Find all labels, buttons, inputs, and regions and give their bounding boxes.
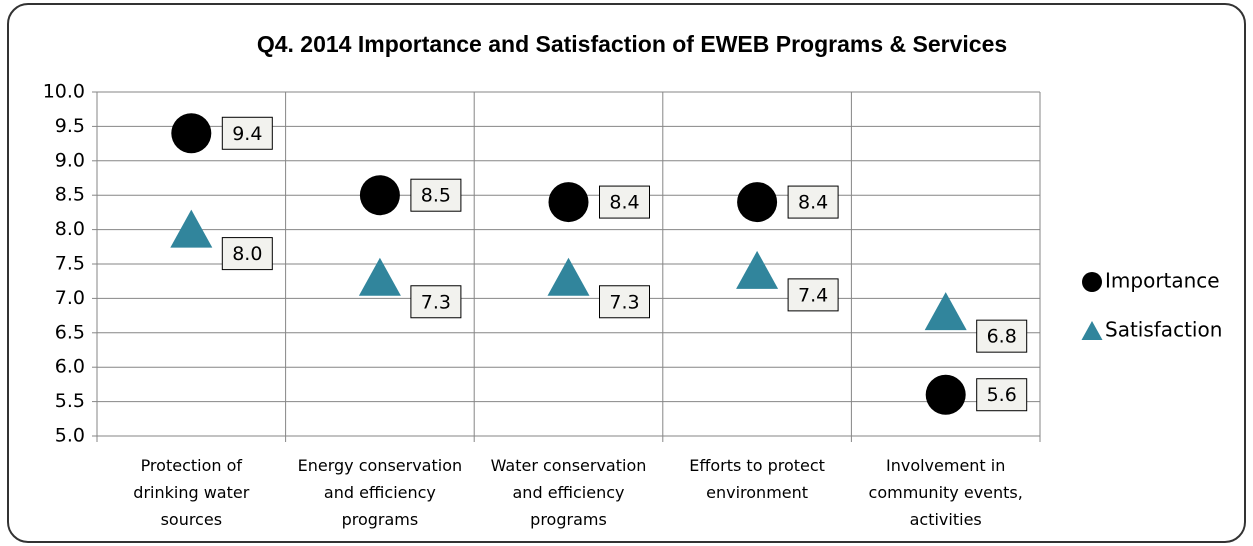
x-tick-label-line: drinking water (133, 483, 250, 502)
x-tick-label-line: and efficiency (323, 483, 436, 502)
point (358, 257, 401, 296)
x-tick-label: Water conservation and efficiency programs (474, 452, 664, 533)
point (736, 250, 779, 289)
data-label-box (976, 378, 1028, 412)
point (547, 257, 590, 296)
data-label: 9.4 (232, 123, 262, 145)
y-tick-label: 8.5 (55, 184, 85, 206)
y-tick-label: 9.0 (55, 149, 85, 171)
x-tick-label-line: community events, (868, 483, 1023, 502)
data-label: 7.4 (798, 284, 828, 306)
data-label-box (976, 319, 1028, 353)
x-tick-label: Protection of drinking water sources (96, 452, 286, 533)
y-tick-label: 5.5 (55, 390, 85, 412)
point (171, 113, 212, 154)
x-tick-label: Involvement in community events, activitie… (851, 452, 1041, 533)
point (737, 182, 778, 223)
y-tick-label: 7.5 (55, 253, 85, 275)
x-tick-label-line: programs (341, 510, 419, 529)
x-tick-label-line: Energy conservation (297, 456, 463, 475)
x-tick-label-line: Water conservation (490, 456, 647, 475)
chart-title: Q4. 2014 Importance and Satisfaction of … (257, 31, 1007, 57)
point (924, 292, 967, 331)
x-tick-label-line: Efforts to protect (689, 456, 825, 475)
x-tick-label-line: Involvement in (885, 456, 1006, 475)
data-label-box (787, 185, 839, 219)
data-label-box (599, 185, 650, 219)
data-label-box (410, 285, 462, 319)
point (925, 374, 966, 415)
x-tick-label: Efforts to protect environment (662, 452, 852, 506)
y-tick-label: 6.5 (55, 321, 85, 343)
y-tick-label: 7.0 (55, 287, 85, 309)
y-tick-label: 5.0 (55, 425, 85, 447)
y-tick-label: 9.5 (55, 115, 85, 137)
point (359, 175, 400, 216)
legend-label: Importance (1105, 269, 1220, 293)
data-label: 6.8 (987, 326, 1017, 348)
point (170, 209, 213, 248)
data-label: 8.5 (421, 185, 451, 207)
legend-label: Satisfaction (1105, 318, 1222, 342)
y-tick-label: 10.0 (43, 81, 85, 103)
x-tick-label-line: environment (706, 483, 809, 502)
y-tick-label: 6.0 (55, 356, 85, 378)
x-tick-label-line: activities (909, 510, 982, 529)
data-label: 8.4 (609, 192, 639, 214)
data-label-box (221, 237, 273, 271)
x-tick-label-line: Protection of (140, 456, 243, 475)
x-tick-label: Energy conservation and efficiency program… (285, 452, 475, 533)
data-label: 7.3 (609, 291, 639, 313)
legend-marker (1082, 272, 1102, 292)
data-label: 8.4 (798, 192, 828, 214)
data-label: 7.3 (421, 291, 451, 313)
data-label-box (410, 178, 462, 212)
x-tick-label-line: programs (530, 510, 607, 529)
x-tick-label-line: and efficiency (512, 483, 625, 502)
legend-marker (1081, 321, 1103, 340)
data-label-box (599, 285, 650, 319)
data-label: 8.0 (232, 243, 262, 265)
data-label-box (221, 116, 273, 150)
point (548, 182, 589, 223)
data-label-box (787, 278, 839, 312)
data-label: 5.6 (987, 384, 1017, 406)
x-tick-label-line: sources (160, 510, 223, 529)
y-tick-label: 8.0 (55, 218, 85, 240)
